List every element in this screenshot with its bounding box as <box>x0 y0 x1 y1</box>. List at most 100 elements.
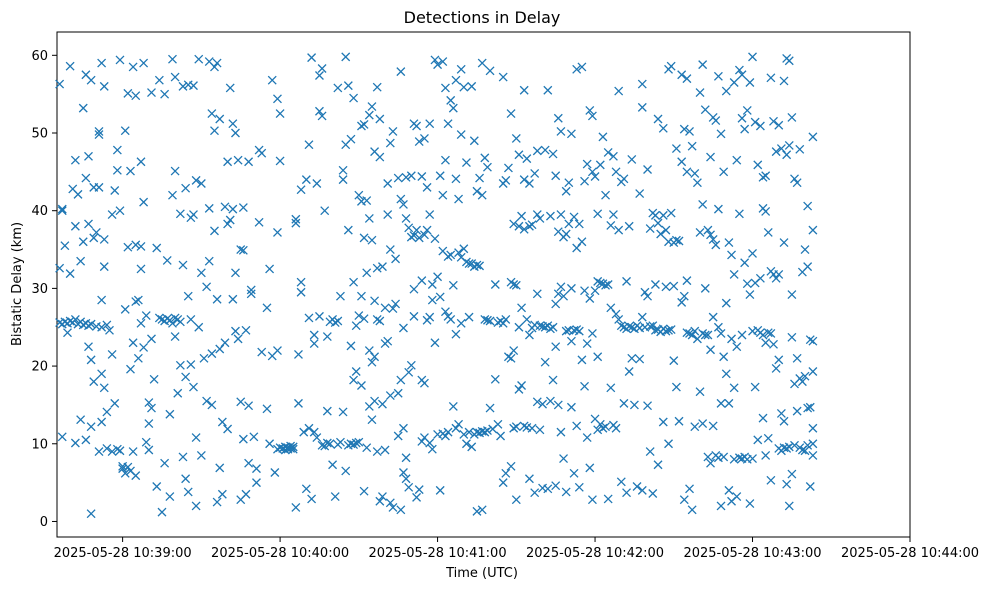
data-point <box>296 277 306 287</box>
data-point <box>307 53 317 63</box>
data-point <box>343 225 353 235</box>
data-point <box>422 225 432 235</box>
data-point <box>427 295 437 305</box>
data-point <box>252 464 261 474</box>
data-point <box>561 186 571 196</box>
data-point <box>734 209 744 219</box>
data-point <box>559 291 569 301</box>
data-point <box>755 121 765 131</box>
data-point <box>477 190 487 200</box>
data-point <box>797 377 807 387</box>
data-point <box>333 83 343 93</box>
data-point <box>231 326 240 336</box>
data-point <box>501 315 511 324</box>
data-point <box>774 269 784 279</box>
data-point <box>700 105 710 115</box>
data-point <box>70 221 80 231</box>
data-point <box>469 136 479 146</box>
data-point <box>60 241 70 251</box>
data-point <box>265 439 275 449</box>
data-point <box>587 495 597 505</box>
data-point <box>611 309 621 319</box>
data-point <box>485 403 495 413</box>
data-point <box>540 322 550 332</box>
data-point <box>787 290 797 300</box>
data-point <box>267 75 277 85</box>
data-point <box>666 61 676 71</box>
x-axis-label: Time (UTC) <box>445 566 518 581</box>
data-point <box>430 234 440 244</box>
data-point <box>398 468 408 477</box>
y-tick-label: 60 <box>31 49 48 64</box>
data-point <box>551 481 561 491</box>
data-point <box>779 238 789 248</box>
data-point <box>265 264 275 274</box>
data-point <box>414 137 424 147</box>
data-point <box>443 427 453 437</box>
data-point <box>729 383 739 393</box>
data-point <box>808 225 818 235</box>
data-point <box>178 452 188 462</box>
data-point <box>629 400 639 410</box>
data-point <box>482 426 492 436</box>
data-point <box>401 214 411 223</box>
data-point <box>519 85 529 95</box>
data-point <box>196 450 206 460</box>
data-point <box>553 400 563 410</box>
data-point <box>784 140 794 150</box>
data-point <box>359 119 369 129</box>
data-point <box>154 313 164 323</box>
data-point <box>732 492 742 502</box>
data-point <box>514 322 524 332</box>
data-point <box>708 312 718 322</box>
data-point <box>700 330 710 340</box>
data-point <box>566 402 576 412</box>
data-point <box>160 458 170 468</box>
data-point <box>364 110 374 120</box>
data-point <box>454 419 464 429</box>
data-point <box>480 153 490 163</box>
data-point <box>404 223 414 233</box>
data-point <box>126 166 135 176</box>
data-point <box>175 317 185 327</box>
data-point <box>273 346 282 355</box>
data-point <box>763 328 773 338</box>
data-point <box>517 381 527 390</box>
data-point <box>414 233 424 243</box>
data-point <box>398 323 408 333</box>
data-point <box>472 506 482 516</box>
data-point <box>377 399 387 409</box>
data-point <box>99 383 109 393</box>
data-point <box>556 126 566 136</box>
data-point <box>286 443 296 453</box>
x-tick-label: 2025-05-28 10:40:00 <box>211 546 349 561</box>
data-point <box>94 126 104 136</box>
data-point <box>212 58 222 68</box>
data-point <box>475 261 485 271</box>
data-point <box>703 452 713 462</box>
data-point <box>611 423 621 433</box>
data-point <box>97 58 107 68</box>
data-point <box>703 225 713 235</box>
data-point <box>141 437 151 447</box>
data-point <box>593 276 603 286</box>
data-point <box>404 482 414 492</box>
data-point <box>556 427 566 437</box>
data-point <box>307 494 317 504</box>
data-point <box>700 283 710 293</box>
data-point <box>808 132 818 142</box>
data-point <box>141 311 151 321</box>
data-point <box>304 140 314 150</box>
data-point <box>706 152 715 162</box>
data-point <box>401 172 411 182</box>
data-point <box>393 173 403 183</box>
data-point <box>217 489 227 499</box>
data-point <box>632 482 642 491</box>
data-point <box>425 119 435 129</box>
data-point <box>679 124 689 134</box>
data-point <box>527 220 537 230</box>
data-point <box>262 404 272 414</box>
data-point <box>606 303 616 313</box>
data-point <box>711 116 721 126</box>
data-point <box>136 241 146 251</box>
